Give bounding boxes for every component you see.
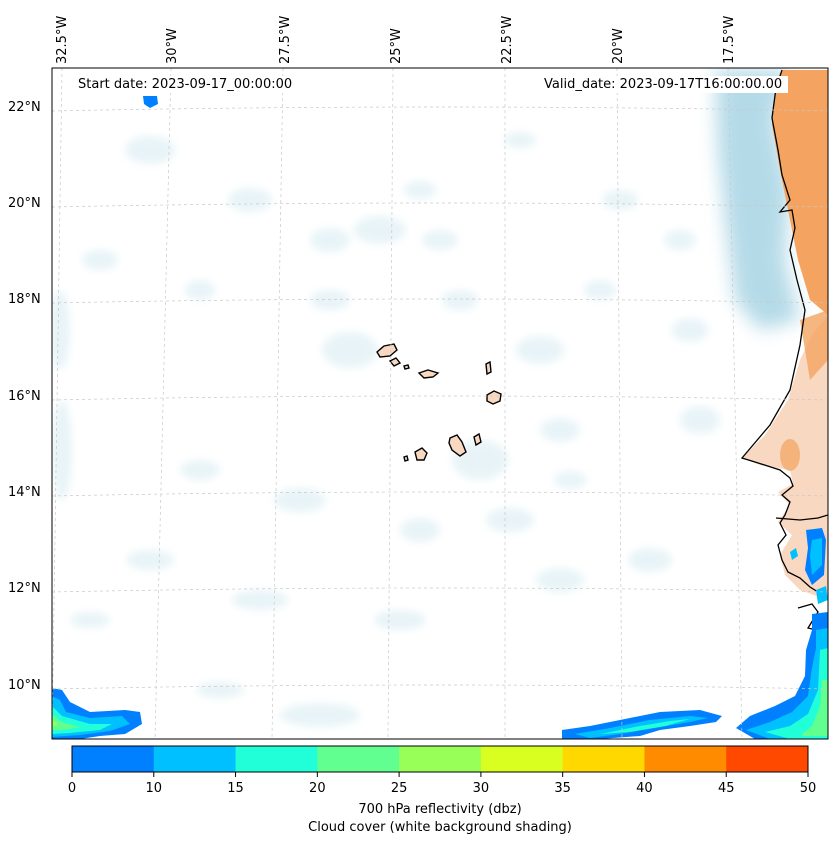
colorbar-ticks: 0 10 15 20 25 30 35 40 45 50 bbox=[68, 772, 816, 796]
island-fogo bbox=[414, 447, 428, 461]
lat-label: 18°N bbox=[8, 292, 41, 307]
map-panel bbox=[52, 68, 828, 739]
lat-label: 10°N bbox=[8, 678, 41, 693]
lon-label: 30°W bbox=[165, 28, 180, 64]
coastal-cloud-band bbox=[715, 70, 800, 330]
colorbar-tick-label: 50 bbox=[800, 781, 817, 796]
refl-blob-gambia-15 bbox=[810, 538, 822, 575]
refl-blob-guinea bbox=[816, 586, 828, 604]
lat-gridline bbox=[51, 298, 829, 304]
ocean-background bbox=[52, 68, 828, 739]
lon-label: 20°W bbox=[611, 28, 626, 64]
reflectivity-blobs bbox=[52, 96, 828, 739]
colorbar-frame bbox=[71, 745, 809, 773]
refl-blob-topleft bbox=[143, 96, 158, 108]
colorbar-swatches bbox=[72, 746, 809, 772]
gridlines bbox=[51, 67, 829, 740]
refl-blob-gambia-small bbox=[790, 548, 798, 560]
africa-orange-patch bbox=[780, 439, 800, 471]
lat-label: 16°N bbox=[8, 389, 41, 404]
island-sao-vicente bbox=[388, 357, 402, 367]
colorbar-swatch bbox=[317, 746, 400, 772]
lat-gridline bbox=[51, 491, 829, 497]
cloud-cover-shading bbox=[52, 132, 720, 727]
gambia-coastline bbox=[775, 514, 828, 521]
colorbar-swatch bbox=[235, 746, 318, 772]
lon-gridline bbox=[51, 67, 63, 740]
refl-blob-bottomright-15 bbox=[746, 628, 828, 739]
colorbar-tick-label: 25 bbox=[391, 781, 408, 796]
lat-label: 12°N bbox=[8, 581, 41, 596]
colorbar-tick-label: 20 bbox=[309, 781, 326, 796]
island-sao-nicolau bbox=[417, 369, 440, 379]
colorbar-tick-label: 35 bbox=[554, 781, 571, 796]
colorbar-tick-label: 40 bbox=[636, 781, 653, 796]
colorbar-tick-label: 45 bbox=[718, 781, 735, 796]
lon-gridline bbox=[154, 67, 172, 740]
refl-blob-bottomright-25 bbox=[800, 680, 828, 736]
lon-labels: 32.5°W 30°W 27.5°W 25°W 22.5°W 20°W 17.5… bbox=[55, 16, 737, 64]
lat-label: 22°N bbox=[8, 100, 41, 115]
lon-gridline bbox=[727, 67, 743, 740]
island-boa-vista bbox=[486, 390, 502, 405]
lon-label: 25°W bbox=[389, 28, 404, 64]
lon-label: 32.5°W bbox=[55, 16, 70, 64]
lat-gridline bbox=[51, 684, 829, 690]
colorbar-swatch bbox=[399, 746, 482, 772]
lat-gridline bbox=[51, 202, 829, 208]
colorbar-tick-label: 30 bbox=[473, 781, 490, 796]
lon-label: 22.5°W bbox=[500, 16, 515, 64]
colorbar-title: 700 hPa reflectivity (dbz) bbox=[358, 802, 521, 817]
valid-date-label: Valid_date: 2023-09-17T16:00:00.00 bbox=[538, 76, 789, 93]
island-maio bbox=[473, 432, 482, 447]
colorbar-tick-label: 15 bbox=[227, 781, 244, 796]
colorbar-swatch bbox=[726, 746, 809, 772]
island-sal bbox=[485, 360, 492, 376]
colorbar: 0 10 15 20 25 30 35 40 45 50 700 hPa reflectivity… bbox=[68, 745, 816, 835]
refl-blob-bottomcenter-20 bbox=[600, 719, 690, 734]
colorbar-swatch bbox=[644, 746, 727, 772]
colorbar-subtitle: Cloud cover (white background shading) bbox=[308, 820, 572, 835]
island-santo-antao bbox=[376, 343, 398, 358]
lat-labels: 22°N 20°N 18°N 16°N 14°N 12°N 10°N bbox=[8, 100, 41, 693]
cape-verde-islands bbox=[376, 343, 502, 462]
colorbar-swatch bbox=[562, 746, 645, 772]
africa-coastline bbox=[740, 69, 828, 599]
refl-blob-bottomleft-30 bbox=[52, 720, 58, 727]
lat-label: 20°N bbox=[8, 196, 41, 211]
lon-gridline bbox=[387, 67, 394, 740]
island-santa-luzia bbox=[403, 364, 410, 370]
lat-label: 14°N bbox=[8, 485, 41, 500]
island-santiago bbox=[448, 434, 467, 457]
colorbar-swatch bbox=[480, 746, 564, 772]
colorbar-swatch bbox=[72, 746, 155, 772]
map-frame bbox=[51, 67, 829, 740]
colorbar-tick-label: 0 bbox=[68, 781, 76, 796]
colorbar-swatch bbox=[153, 746, 237, 772]
africa-orange-land bbox=[772, 70, 828, 315]
lon-gridline bbox=[616, 67, 623, 740]
island-brava bbox=[403, 455, 409, 462]
lon-label: 17.5°W bbox=[722, 16, 737, 64]
lon-label: 27.5°W bbox=[278, 16, 293, 64]
refl-blob-bottomleft-25 bbox=[52, 714, 80, 730]
refl-blob-bottomright-20 bbox=[765, 648, 828, 739]
lat-gridline bbox=[51, 587, 829, 593]
lon-gridline bbox=[271, 67, 284, 740]
lat-gridline bbox=[51, 106, 829, 112]
africa-orange-streak bbox=[800, 310, 828, 380]
start-date-label: Start date: 2023-09-17_00:00:00 bbox=[72, 76, 299, 93]
colorbar-tick-label: 10 bbox=[146, 781, 163, 796]
